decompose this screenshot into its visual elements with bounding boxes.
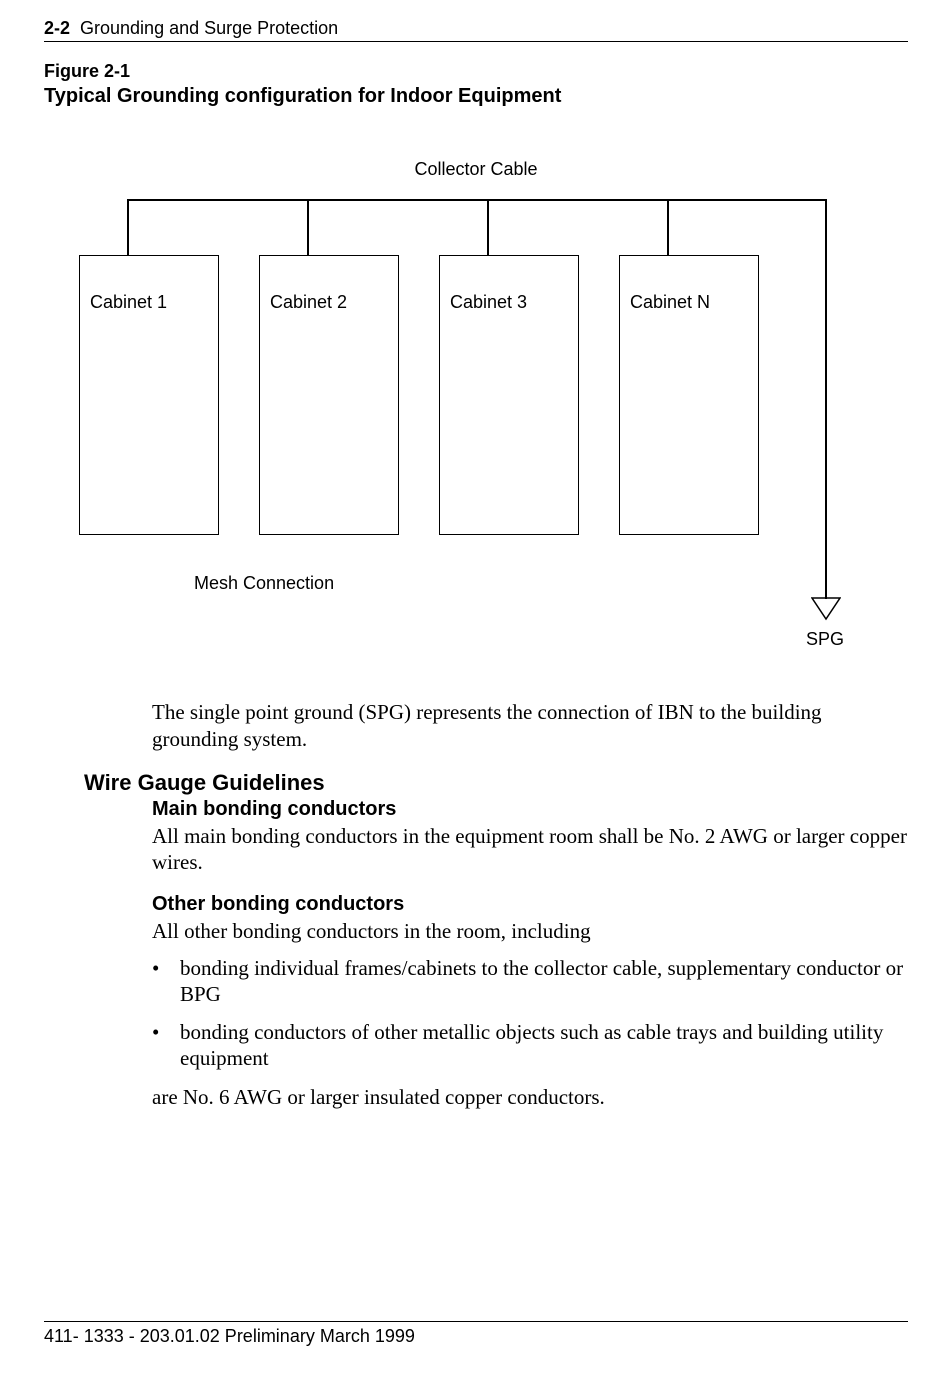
cabinet-label: Cabinet N [630, 292, 710, 312]
wire-gauge-heading: Wire Gauge Guidelines [84, 770, 908, 796]
cabinet-box: Cabinet 1 [79, 255, 219, 535]
main-bonding-heading: Main bonding conductors [152, 798, 908, 821]
collector-cable-label: Collector Cable [76, 159, 876, 180]
cabinet-box: Cabinet 3 [439, 255, 579, 535]
collector-bus-line [127, 199, 827, 201]
footer-text: 411- 1333 - 203.01.02 Preliminary March … [44, 1326, 415, 1346]
section-title: Grounding and Surge Protection [80, 18, 338, 39]
riser-line [487, 199, 489, 255]
other-bonding-tail: are No. 6 AWG or larger insulated copper… [152, 1084, 908, 1110]
list-item: bonding individual frames/cabinets to th… [152, 955, 908, 1008]
spg-label: SPG [806, 629, 844, 650]
spg-ground-icon [811, 597, 841, 626]
grounding-diagram: Collector Cable Cabinet 1 Cabinet 2 Cabi… [76, 159, 876, 649]
cabinet-label: Cabinet 2 [270, 292, 347, 312]
other-bonding-heading: Other bonding conductors [152, 893, 908, 916]
figure-caption: Typical Grounding configuration for Indo… [44, 83, 908, 109]
figure-label: Figure 2-1 [44, 60, 908, 83]
page-number: 2-2 [44, 18, 70, 39]
cabinet-box: Cabinet 2 [259, 255, 399, 535]
page-header: 2-2 Grounding and Surge Protection [44, 18, 908, 42]
riser-line [307, 199, 309, 255]
list-item: bonding conductors of other metallic obj… [152, 1019, 908, 1072]
spg-description: The single point ground (SPG) represents… [152, 699, 908, 752]
page-footer: 411- 1333 - 203.01.02 Preliminary March … [44, 1321, 908, 1347]
riser-line [127, 199, 129, 255]
mesh-connection-label: Mesh Connection [194, 573, 334, 594]
cabinet-label: Cabinet 3 [450, 292, 527, 312]
riser-line [667, 199, 669, 255]
cabinet-label: Cabinet 1 [90, 292, 167, 312]
main-bonding-text: All main bonding conductors in the equip… [152, 823, 908, 876]
cabinet-box: Cabinet N [619, 255, 759, 535]
spg-line [825, 199, 827, 599]
other-bonding-intro: All other bonding conductors in the room… [152, 918, 908, 944]
bonding-bullet-list: bonding individual frames/cabinets to th… [152, 955, 908, 1072]
